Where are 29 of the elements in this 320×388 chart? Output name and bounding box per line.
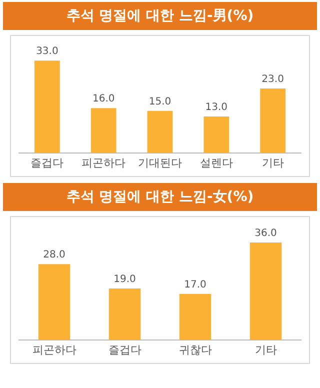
x-tick-label: 기타 xyxy=(262,156,284,170)
bar xyxy=(90,108,116,153)
x-tick-label: 피곤하다 xyxy=(32,343,76,356)
x-tick-label: 기대된다 xyxy=(138,156,182,170)
bar xyxy=(260,88,286,153)
bar xyxy=(204,116,230,153)
data-label: 33.0 xyxy=(36,46,58,58)
x-tick-label: 즐겁다 xyxy=(108,343,142,356)
data-label: 13.0 xyxy=(205,102,228,114)
bar xyxy=(179,294,212,340)
bar xyxy=(108,288,141,340)
bar xyxy=(38,264,70,340)
bar xyxy=(147,110,173,153)
data-label: 36.0 xyxy=(254,228,277,240)
data-label: 28.0 xyxy=(43,250,66,261)
data-label: 15.0 xyxy=(148,96,172,108)
data-label: 17.0 xyxy=(184,279,206,290)
data-label: 23.0 xyxy=(262,74,284,86)
x-tick-label: 귀찮다 xyxy=(178,343,212,356)
bar xyxy=(250,242,282,340)
x-tick-label: 기타 xyxy=(254,343,277,356)
x-tick-label: 즐겁다 xyxy=(30,156,64,170)
bar xyxy=(34,60,60,153)
chart-title: 추석 명절에 대한 느낌-男(%) xyxy=(3,2,317,30)
x-tick-label: 피곤하다 xyxy=(82,156,126,170)
data-label: 19.0 xyxy=(114,274,136,286)
chart-title: 추석 명절에 대한 느낌-女(%) xyxy=(3,183,317,211)
x-tick-label: 설렌다 xyxy=(200,156,233,170)
data-label: 16.0 xyxy=(92,94,115,105)
